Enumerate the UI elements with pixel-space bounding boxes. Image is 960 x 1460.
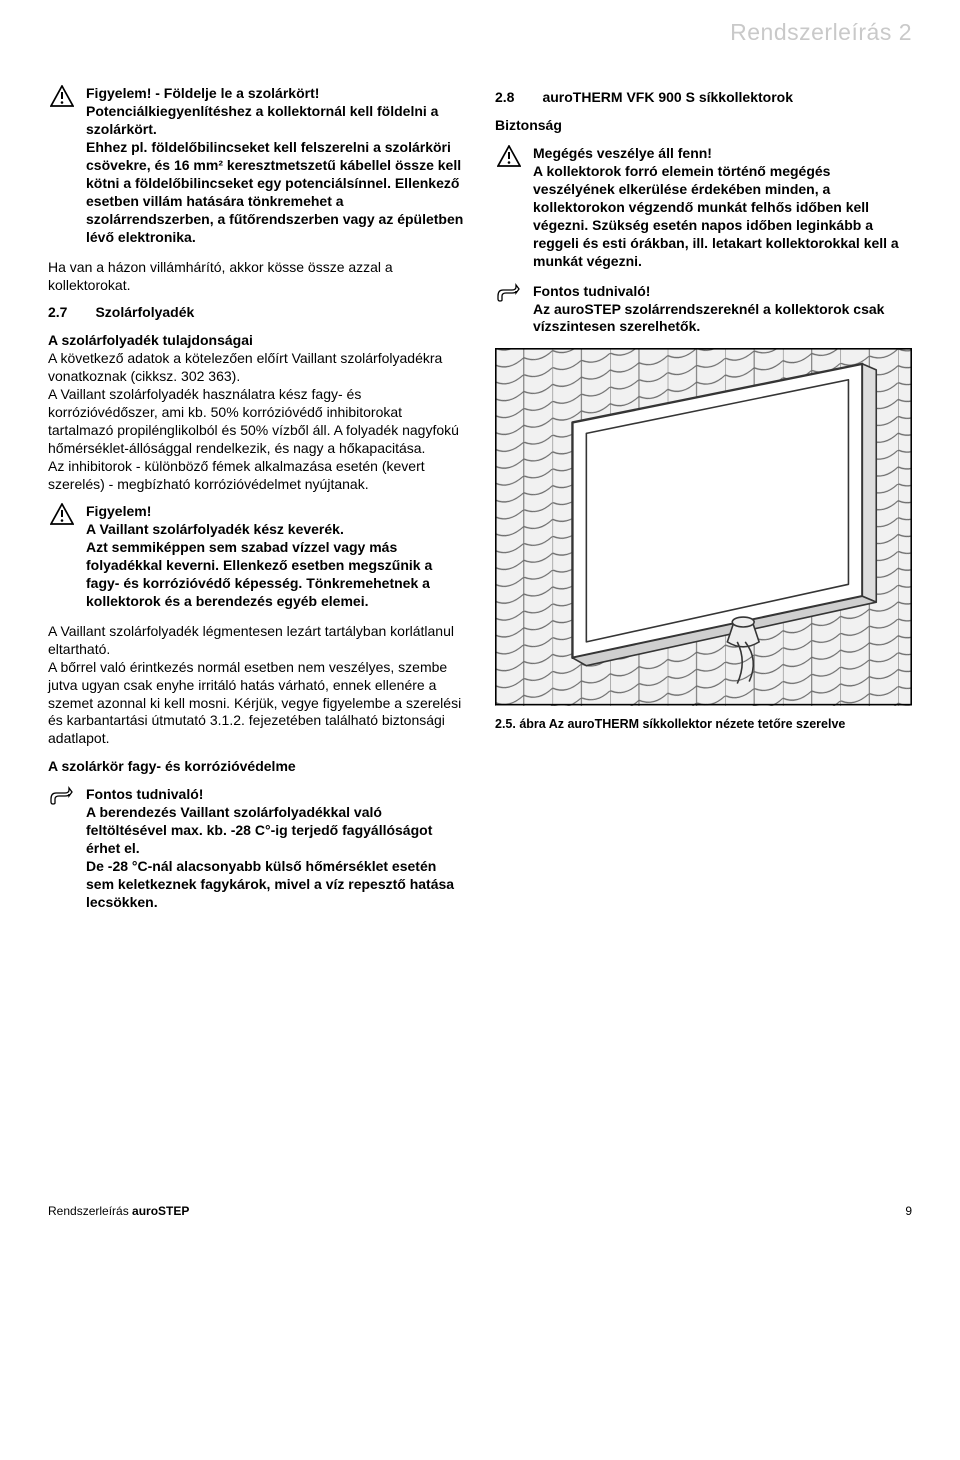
warning-title: Figyelem! <box>86 503 465 521</box>
fluid-properties: A szolárfolyadék tulajdonságai A követke… <box>48 332 465 493</box>
note-body: Az auroSTEP szolárrendszereknél a kollek… <box>533 301 912 337</box>
note-body: A berendezés Vaillant szolárfolyadékkal … <box>86 804 465 911</box>
chapter-header: Rendszerleírás 2 <box>48 18 912 47</box>
fluid-heading: A szolárfolyadék tulajdonságai <box>48 332 253 348</box>
warning-title: Figyelem! - Földelje le a szolárkört! <box>86 85 465 103</box>
section-title: auroTHERM VFK 900 S síkkollektorok <box>542 89 793 107</box>
note-title: Fontos tudnivaló! <box>533 283 912 301</box>
note-hand-icon <box>495 283 523 337</box>
frost-heading: A szolárkör fagy- és korrózióvédelme <box>48 758 465 776</box>
note-title: Fontos tudnivaló! <box>86 786 465 804</box>
section-number: 2.8 <box>495 89 514 107</box>
page-number: 9 <box>905 1204 912 1219</box>
paragraph-lightning-rod: Ha van a házon villámhárító, akkor kösse… <box>48 259 465 295</box>
warning-body: Potenciálkiegyenlítéshez a kollektornál … <box>86 103 465 246</box>
warning-icon <box>48 503 76 610</box>
warning-icon <box>48 85 76 246</box>
right-column: 2.8 auroTHERM VFK 900 S síkkollektorok B… <box>495 85 912 923</box>
page-footer: Rendszerleírás auroSTEP 9 <box>48 1204 912 1219</box>
two-column-layout: Figyelem! - Földelje le a szolárkört! Po… <box>48 85 912 923</box>
note-hand-icon <box>48 786 76 911</box>
warning-body: A kollektorok forró elemein történő megé… <box>533 163 912 270</box>
warning-icon <box>495 145 523 270</box>
warning-title: Megégés veszélye áll fenn! <box>533 145 912 163</box>
warning-block-premix: Figyelem! A Vaillant szolárfolyadék kész… <box>48 503 465 610</box>
warning-block-ground: Figyelem! - Földelje le a szolárkört! Po… <box>48 85 465 246</box>
warning-block-burn: Megégés veszélye áll fenn! A kollektorok… <box>495 145 912 270</box>
figure-caption: 2.5. ábra Az auroTHERM síkkollektor néze… <box>495 716 912 732</box>
footer-left: Rendszerleírás auroSTEP <box>48 1204 189 1219</box>
figure-2-5: 2.5. ábra Az auroTHERM síkkollektor néze… <box>495 348 912 731</box>
paragraph-storage-safety: A Vaillant szolárfolyadék légmentesen le… <box>48 623 465 748</box>
section-2-8: 2.8 auroTHERM VFK 900 S síkkollektorok <box>495 89 912 107</box>
collector-on-roof-illustration <box>495 348 912 705</box>
fluid-body: A következő adatok a kötelezően előírt V… <box>48 350 459 491</box>
section-title: Szolárfolyadék <box>95 304 194 322</box>
warning-body: A Vaillant szolárfolyadék kész keverék. … <box>86 521 465 611</box>
note-block-frost: Fontos tudnivaló! A berendezés Vaillant … <box>48 786 465 911</box>
section-2-7: 2.7 Szolárfolyadék <box>48 304 465 322</box>
section-number: 2.7 <box>48 304 67 322</box>
safety-heading: Biztonság <box>495 117 912 135</box>
note-block-horizontal: Fontos tudnivaló! Az auroSTEP szolárrend… <box>495 283 912 337</box>
left-column: Figyelem! - Földelje le a szolárkört! Po… <box>48 85 465 923</box>
